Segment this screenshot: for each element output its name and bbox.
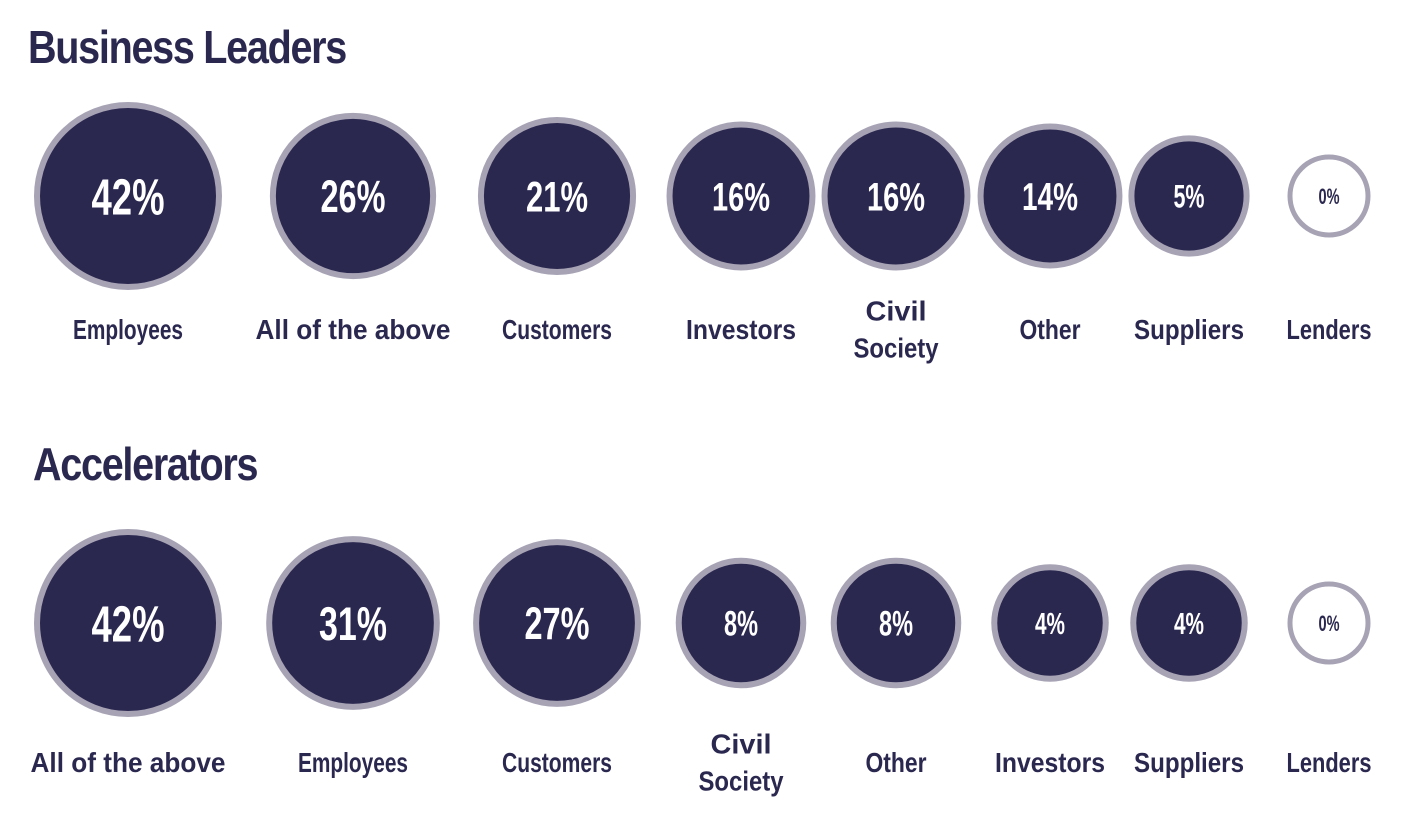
category-label-accelerators-1: All of the above xyxy=(31,747,226,778)
category-label-accelerators-7: Suppliers xyxy=(1134,747,1244,778)
category-label-accelerators-4: Society xyxy=(699,766,784,797)
value-label-accelerators-6: 4% xyxy=(1035,606,1065,641)
category-label-business-leaders-8: Lenders xyxy=(1287,314,1372,345)
value-label-business-leaders-6: 14% xyxy=(1022,176,1078,219)
bubble-business-leaders-5 xyxy=(821,121,971,271)
business-leaders-title: Business Leaders xyxy=(28,21,347,73)
value-label-business-leaders-7: 5% xyxy=(1174,179,1205,215)
bubble-accelerators-3 xyxy=(473,539,641,707)
category-label-accelerators-2: Employees xyxy=(298,747,408,778)
bubble-accelerators-7 xyxy=(1130,564,1248,682)
bubble-business-leaders-4 xyxy=(666,121,816,271)
value-label-accelerators-8: 0% xyxy=(1319,611,1340,636)
bubble-business-leaders-2 xyxy=(269,112,437,280)
value-label-business-leaders-1: 42% xyxy=(92,168,165,225)
bubble-accelerators-2 xyxy=(266,536,440,710)
category-label-business-leaders-1: Employees xyxy=(73,314,183,345)
accelerators-bubbles: 42% All of the above 31% Employees 27% Custom… xyxy=(31,529,1372,797)
value-label-accelerators-2: 31% xyxy=(319,597,387,650)
category-label-business-leaders-7: Suppliers xyxy=(1134,314,1244,345)
bubble-business-leaders-6 xyxy=(977,123,1123,269)
value-label-accelerators-7: 4% xyxy=(1174,606,1204,641)
category-label-business-leaders-5: Civil xyxy=(866,296,927,327)
category-label-business-leaders-5: Society xyxy=(854,333,939,364)
value-label-business-leaders-3: 21% xyxy=(526,173,588,221)
bubble-accelerators-8 xyxy=(1287,581,1371,665)
category-label-accelerators-4: Civil xyxy=(711,729,772,760)
bubble-business-leaders-3 xyxy=(477,116,637,276)
category-label-business-leaders-6: Other xyxy=(1020,314,1081,345)
bubble-business-leaders-1 xyxy=(34,102,222,290)
value-label-accelerators-1: 42% xyxy=(92,595,165,652)
category-label-accelerators-8: Lenders xyxy=(1287,747,1372,778)
value-label-business-leaders-4: 16% xyxy=(712,175,770,219)
bubble-business-leaders-7 xyxy=(1128,135,1250,257)
bubble-business-leaders-8 xyxy=(1287,154,1371,238)
category-label-accelerators-3: Customers xyxy=(502,747,612,778)
value-label-accelerators-4: 8% xyxy=(724,605,758,644)
bubble-accelerators-1 xyxy=(34,529,222,717)
bubble-accelerators-4 xyxy=(675,557,807,689)
value-label-business-leaders-8: 0% xyxy=(1319,184,1340,209)
business-leaders-bubbles: 42% Employees 26% All of the above 21% Custom… xyxy=(34,102,1372,364)
category-label-business-leaders-4: Investors xyxy=(686,314,796,345)
value-label-business-leaders-5: 16% xyxy=(867,175,925,219)
value-label-business-leaders-2: 26% xyxy=(321,171,386,222)
value-label-accelerators-5: 8% xyxy=(879,605,913,644)
accelerators-title: Accelerators xyxy=(33,438,259,490)
value-label-accelerators-3: 27% xyxy=(525,598,590,649)
category-label-accelerators-6: Investors xyxy=(995,747,1105,778)
category-label-business-leaders-2: All of the above xyxy=(256,314,451,345)
bubble-accelerators-6 xyxy=(991,564,1109,682)
category-label-business-leaders-3: Customers xyxy=(502,314,612,345)
bubble-accelerators-5 xyxy=(830,557,962,689)
category-label-accelerators-5: Other xyxy=(866,747,927,778)
